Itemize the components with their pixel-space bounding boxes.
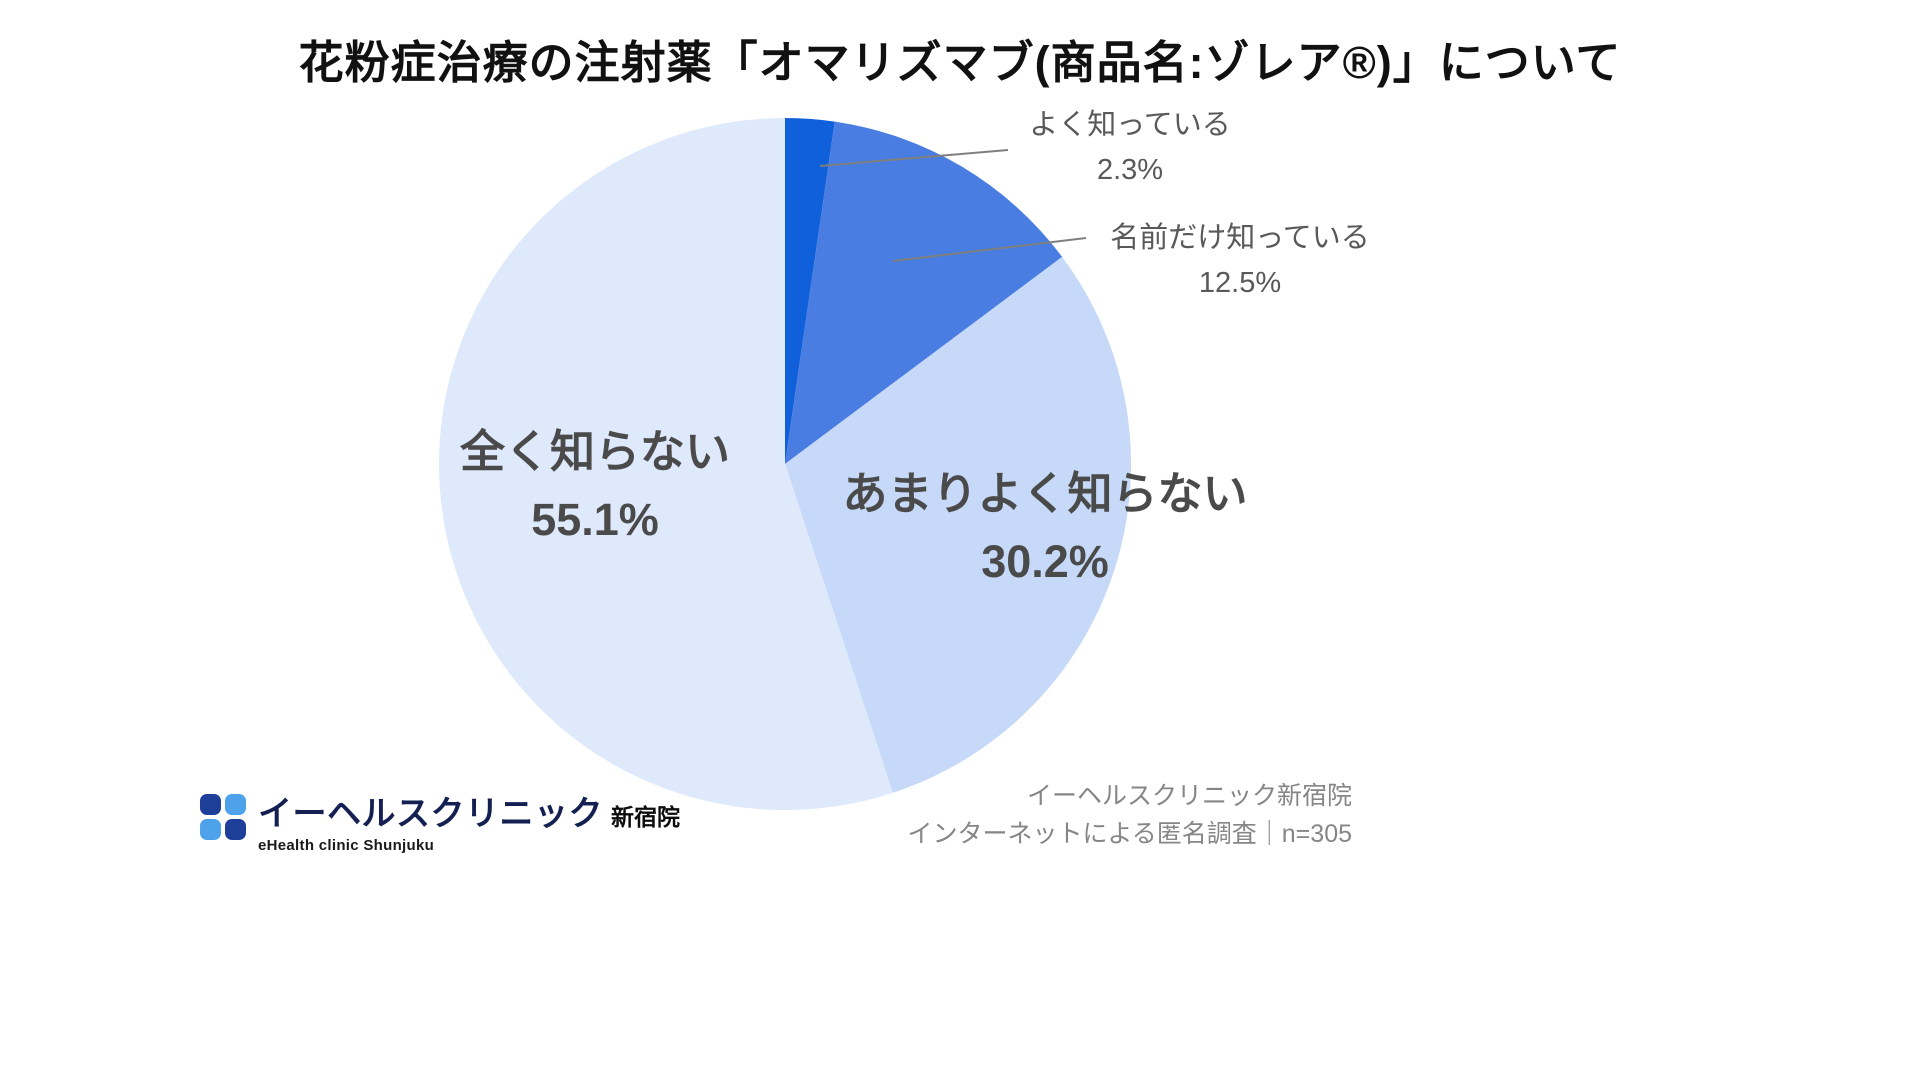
- survey-source-line2: インターネットによる匿名調査｜n=305: [907, 819, 1352, 848]
- callout-namae-dake: 名前だけ知っている 12.5%: [1090, 216, 1390, 306]
- logo-dot-1: [200, 794, 221, 815]
- clinic-logo-mark: [200, 794, 246, 840]
- slice-label-zenku-shiranai: 全く知らない 55.1%: [415, 418, 775, 553]
- slice-label-percent: 55.1%: [531, 493, 659, 545]
- pie-slices: [438, 118, 1131, 810]
- clinic-branch: 新宿院: [611, 804, 680, 830]
- clinic-name: イーヘルスクリニック: [258, 795, 603, 833]
- callout-yoku-shitteiru: よく知っている 2.3%: [1000, 103, 1260, 193]
- logo-dot-2: [225, 794, 246, 815]
- chart-title: 花粉症治療の注射薬「オマリズマブ(商品名:ゾレア®)」について: [298, 37, 1622, 88]
- callout-label: 名前だけ知っている: [1110, 222, 1370, 254]
- leader-line-namae-dake: [892, 237, 1087, 262]
- logo-dot-4: [225, 819, 246, 840]
- clinic-subtitle: eHealth clinic Shunjuku: [258, 837, 435, 854]
- logo-dot-3: [200, 819, 221, 840]
- slice-label-amari-shiranai: あまりよく知らない 30.2%: [835, 460, 1255, 595]
- slice-label-text: 全く知らない: [459, 426, 730, 477]
- clinic-logo: イーヘルスクリニック 新宿院 eHealth clinic Shunjuku: [200, 786, 680, 854]
- pie-slice-3: [438, 118, 893, 810]
- survey-source: イーヘルスクリニック新宿院 インターネットによる匿名調査｜n=305: [908, 778, 1352, 853]
- pie-slice-2: [785, 256, 1131, 793]
- clinic-logo-text: イーヘルスクリニック 新宿院 eHealth clinic Shunjuku: [258, 786, 680, 854]
- leader-line-yoku-shitteiru: [819, 149, 1009, 167]
- slice-label-percent: 30.2%: [981, 535, 1109, 587]
- callout-percent: 12.5%: [1198, 266, 1282, 299]
- callout-percent: 2.3%: [1096, 153, 1164, 186]
- callout-label: よく知っている: [1029, 109, 1231, 141]
- pie-slice-1: [785, 121, 1063, 464]
- pie-slice-0: [785, 118, 835, 464]
- survey-source-line1: イーヘルスクリニック新宿院: [1026, 782, 1352, 810]
- slice-label-text: あまりよく知らない: [842, 468, 1248, 519]
